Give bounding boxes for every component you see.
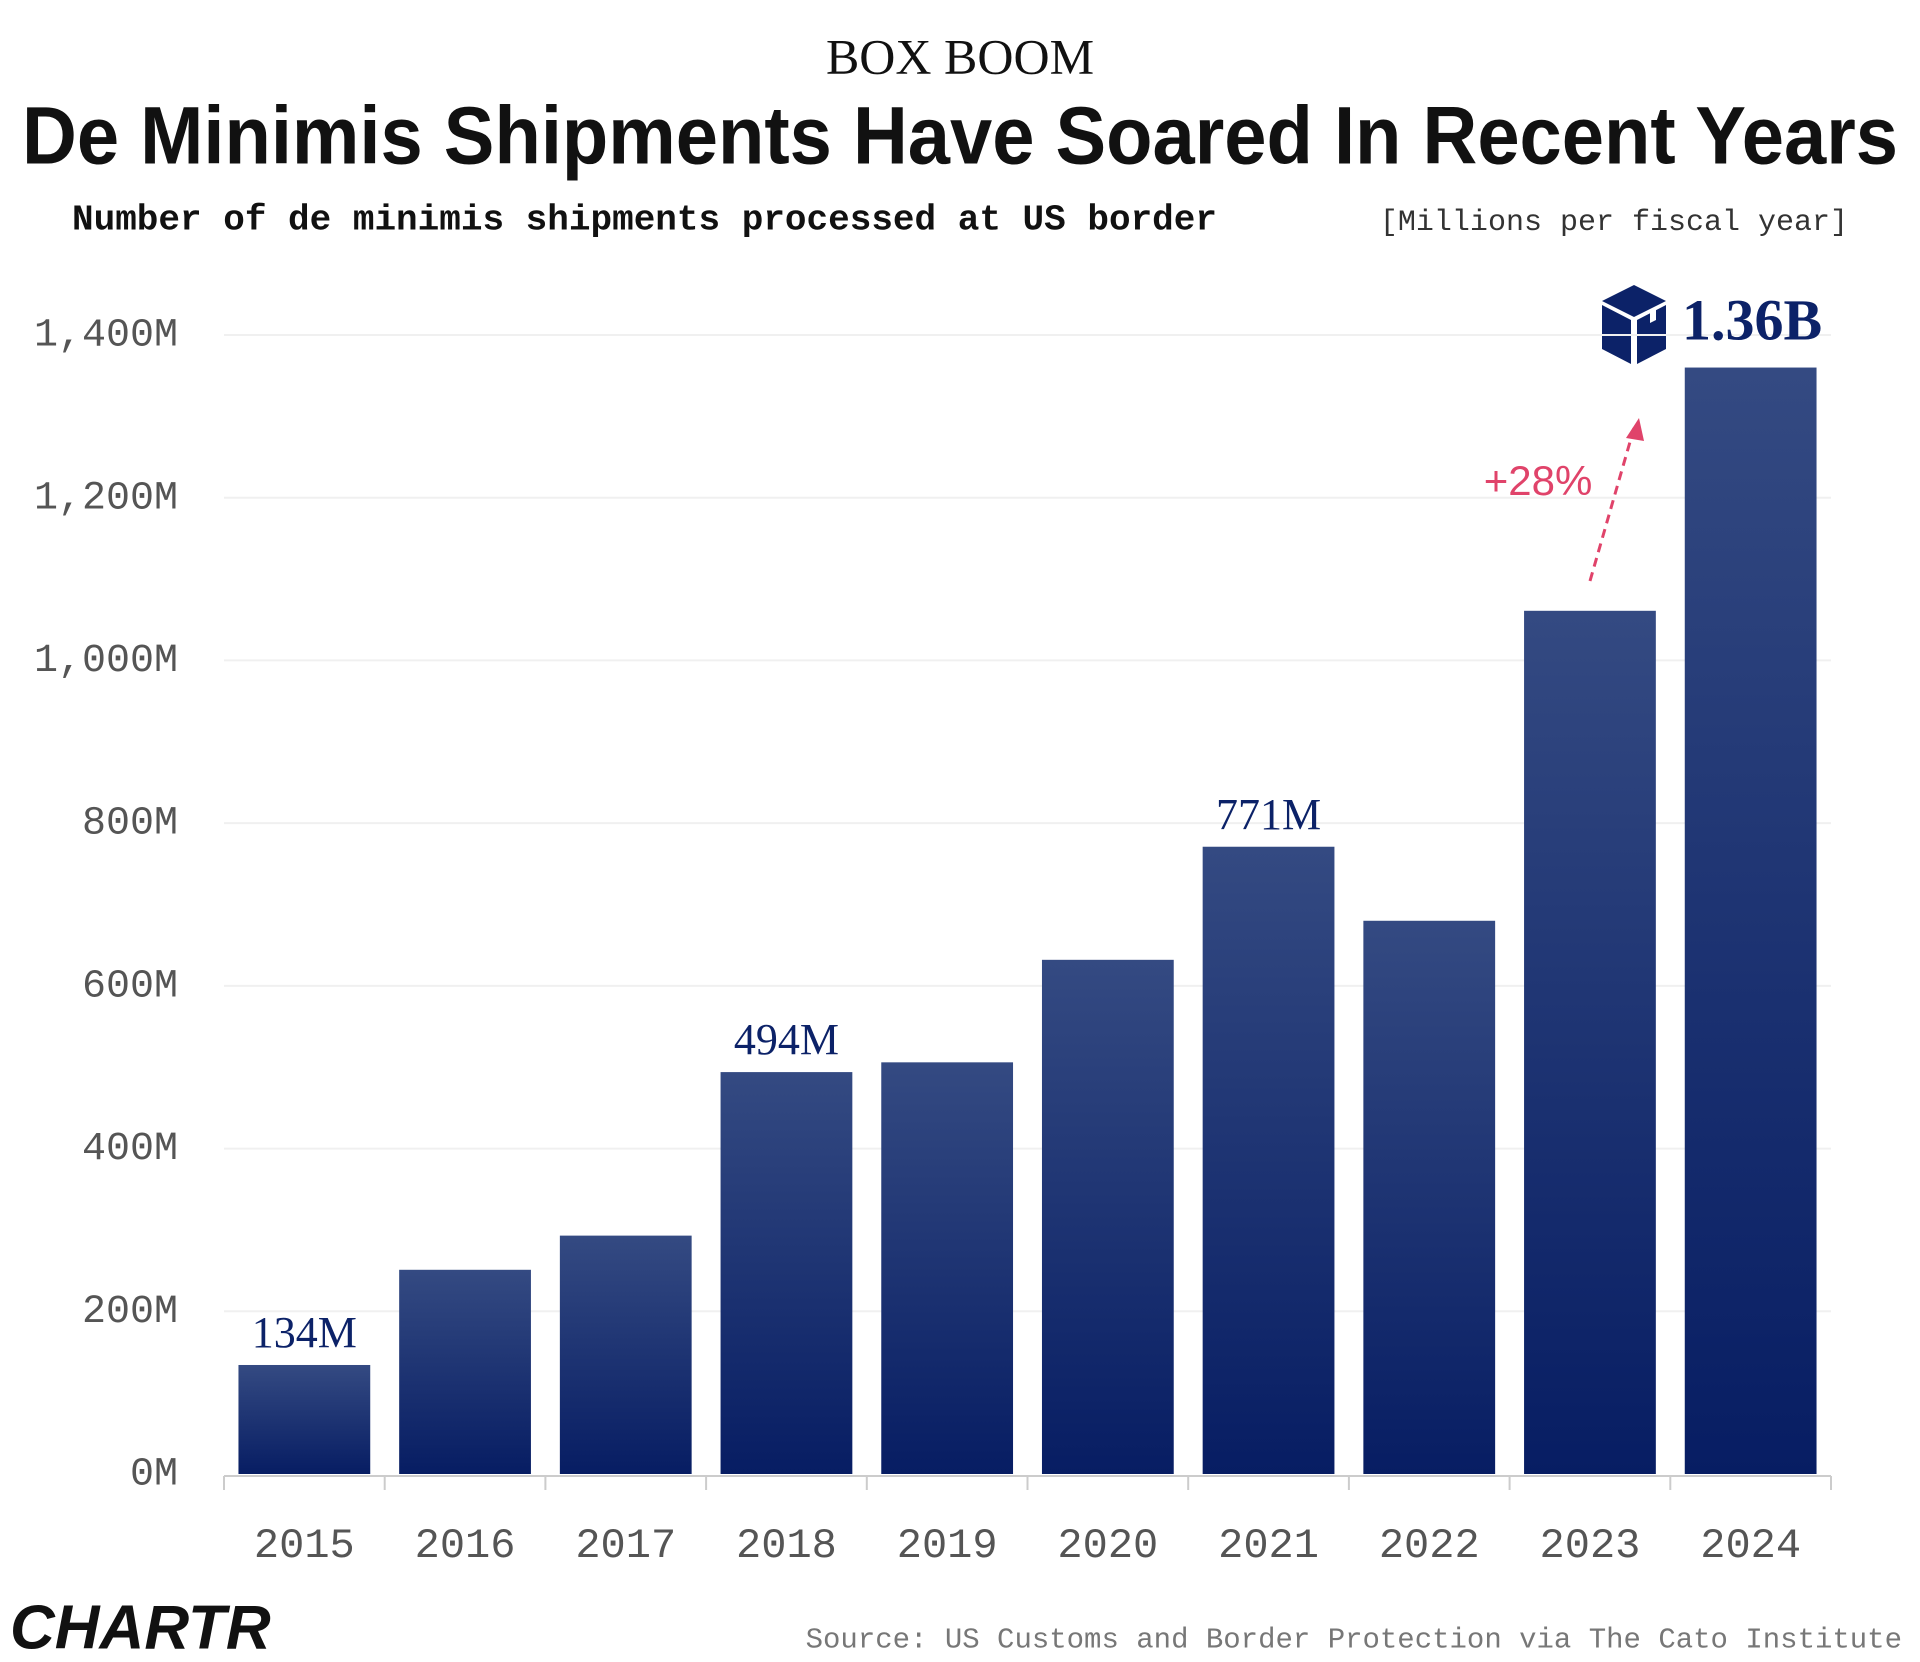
bar	[1524, 610, 1656, 1474]
x-tick-label: 2017	[575, 1522, 676, 1570]
annotation: +28%	[1484, 457, 1593, 504]
value-label: 771M	[1216, 790, 1321, 839]
bar	[1684, 367, 1817, 1474]
bar	[1202, 846, 1335, 1474]
annotation-arrow	[1588, 427, 1636, 582]
x-tick-label: 2023	[1540, 1522, 1641, 1570]
bar	[238, 1364, 371, 1474]
bar	[1363, 920, 1496, 1474]
y-tick-label: 400M	[82, 1127, 178, 1172]
x-tick-label: 2018	[736, 1522, 837, 1570]
source: Source: US Customs and Border Protection…	[806, 1624, 1902, 1657]
bar	[881, 1062, 1014, 1474]
x-tick-label: 2020	[1057, 1522, 1158, 1570]
y-tick-label: 200M	[82, 1290, 178, 1335]
box-icon	[1602, 285, 1666, 364]
x-tick-label: 2021	[1218, 1522, 1319, 1570]
chart-title: De Minimis Shipments Have Soared In Rece…	[22, 91, 1898, 182]
x-tick-label: 2015	[254, 1522, 355, 1570]
unit: [Millions per fiscal year]	[1380, 206, 1848, 240]
y-tick-label: 0M	[130, 1453, 178, 1498]
y-tick-label: 1,400M	[34, 314, 178, 359]
value-label: 494M	[734, 1015, 839, 1064]
annotation-arrowhead	[1626, 418, 1644, 441]
y-tick-label: 600M	[82, 964, 178, 1009]
y-tick-label: 1,200M	[34, 476, 178, 521]
y-tick-label: 800M	[82, 802, 178, 847]
bar	[1041, 959, 1174, 1474]
bar	[559, 1235, 692, 1474]
value-label: 1.36B	[1682, 287, 1822, 352]
x-tick-label: 2024	[1700, 1522, 1801, 1570]
x-tick-label: 2019	[897, 1522, 998, 1570]
bar	[399, 1269, 531, 1474]
x-tick-label: 2022	[1379, 1522, 1480, 1570]
y-tick-label: 1,000M	[34, 639, 178, 684]
value-label: 134M	[252, 1308, 357, 1357]
brand-logo: CHARTR	[10, 1593, 271, 1662]
subtitle: Number of de minimis shipments processed…	[72, 200, 1217, 241]
kicker: BOX BOOM	[826, 28, 1094, 84]
bar	[720, 1072, 853, 1474]
x-tick-label: 2016	[415, 1522, 516, 1570]
